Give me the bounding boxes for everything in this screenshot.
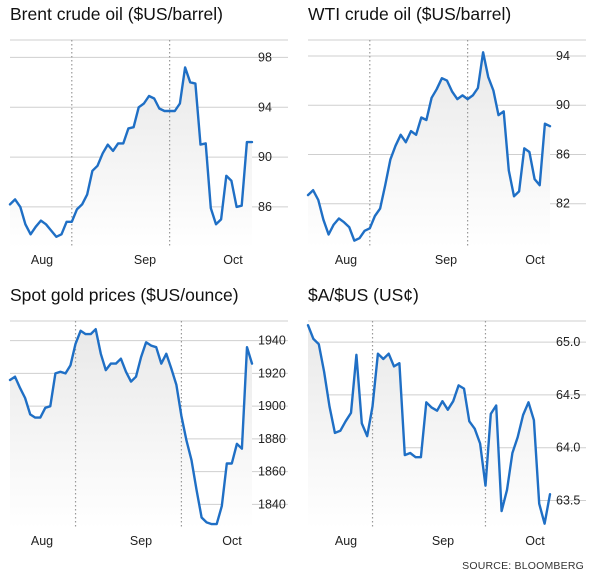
y-tick-label: 1920 xyxy=(258,366,286,380)
y-tick-label: 1880 xyxy=(258,432,286,446)
y-tick-label: 1840 xyxy=(258,497,286,511)
x-tick-label: Aug xyxy=(335,253,357,267)
source-note: SOURCE: BLOOMBERG xyxy=(462,560,584,572)
x-tick-label: Aug xyxy=(31,534,53,548)
chart-svg-aud: 65.0 64.5 64.0 63.5 Aug Sep Oct xyxy=(306,320,586,548)
series-line xyxy=(306,51,552,242)
chart-title: Spot gold prices ($US/ounce) xyxy=(10,285,239,305)
y-tick-label: 94 xyxy=(556,49,570,63)
x-tick-label: Oct xyxy=(222,534,242,548)
y-tick-label: 90 xyxy=(556,98,570,112)
series-line xyxy=(8,66,254,239)
chart-title: WTI crude oil ($US/barrel) xyxy=(308,4,512,24)
chart-svg-wti: 94 90 86 82 Aug Sep Oct xyxy=(306,39,586,267)
y-tick-label: 65.0 xyxy=(556,335,580,349)
y-tick-label: 98 xyxy=(258,50,272,64)
y-tick-label: 1940 xyxy=(258,334,286,348)
area-fill xyxy=(10,67,252,249)
y-tick-label: 64.5 xyxy=(556,388,580,402)
chart-title: Brent crude oil ($US/barrel) xyxy=(10,4,223,24)
chart-title: $A/$US (US¢) xyxy=(308,285,419,305)
series-line xyxy=(8,328,254,526)
y-tick-label: 64.0 xyxy=(556,441,580,455)
y-tick-label: 86 xyxy=(556,147,570,161)
area-fill xyxy=(10,329,252,529)
chart-svg-brent: 98 94 90 86 Aug Sep Oct xyxy=(8,39,288,267)
y-tick-label: 82 xyxy=(556,197,570,211)
chart-panel-wti: WTI crude oil ($US/barrel) 94 90 86 82 Aug Se… xyxy=(298,0,588,280)
x-tick-label: Oct xyxy=(525,534,545,548)
chart-svg-gold: 1940 1920 1900 1880 1860 1840 Aug Sep Oct xyxy=(8,320,288,548)
y-tick-label: 63.5 xyxy=(556,493,580,507)
x-tick-label: Oct xyxy=(525,253,545,267)
x-tick-label: Oct xyxy=(223,253,243,267)
x-tick-label: Sep xyxy=(134,253,156,267)
y-tick-label: 1860 xyxy=(258,465,286,479)
series-line xyxy=(306,324,552,525)
y-tick-label: 90 xyxy=(258,150,272,164)
x-tick-label: Sep xyxy=(432,534,454,548)
x-tick-label: Aug xyxy=(31,253,53,267)
y-tick-label: 86 xyxy=(258,200,272,214)
x-tick-label: Sep xyxy=(435,253,457,267)
y-tick-label: 1900 xyxy=(258,399,286,413)
area-fill xyxy=(308,52,550,248)
chart-panel-gold: Spot gold prices ($US/ounce) 1940 1920 190… xyxy=(0,281,290,561)
chart-panel-brent: Brent crude oil ($US/barrel) 98 94 90 86 Aug… xyxy=(0,0,290,280)
x-tick-label: Aug xyxy=(335,534,357,548)
y-tick-label: 94 xyxy=(258,100,272,114)
chart-panel-aud: $A/$US (US¢) 65.0 64.5 64.0 63.5 Aug Sep Oct xyxy=(298,281,588,561)
area-fill xyxy=(308,325,550,529)
x-tick-label: Sep xyxy=(130,534,152,548)
